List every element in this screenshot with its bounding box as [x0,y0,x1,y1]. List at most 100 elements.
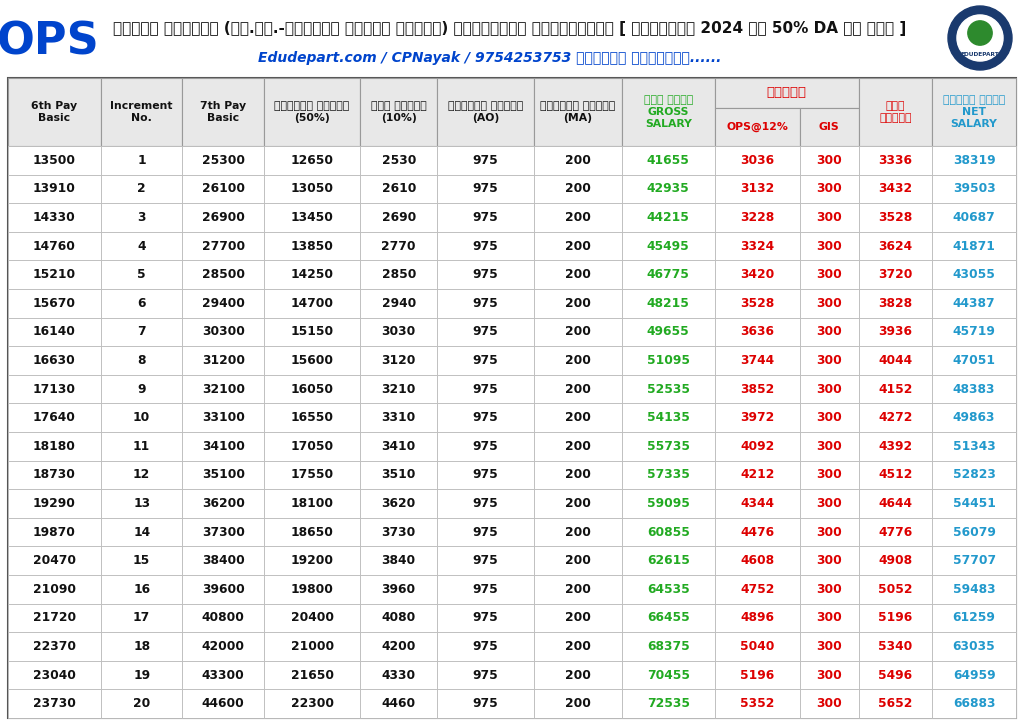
Text: 59483: 59483 [952,583,995,596]
Text: 4272: 4272 [879,411,912,424]
Bar [858,203,932,232]
Text: 300: 300 [816,268,842,281]
Bar [437,174,534,203]
Bar [360,289,437,318]
Text: 61259: 61259 [952,611,995,624]
Text: 22370: 22370 [33,640,76,653]
Text: 13050: 13050 [291,182,334,195]
Text: 3432: 3432 [879,182,912,195]
Bar [800,547,858,575]
Text: 38400: 38400 [202,554,245,567]
Text: 300: 300 [816,411,842,424]
Text: 15210: 15210 [33,268,76,281]
Bar [800,146,858,174]
Bar [858,375,932,403]
Text: 975: 975 [472,611,499,624]
Text: 19200: 19200 [291,554,334,567]
Bar [264,78,360,146]
Bar [534,689,622,718]
Text: 15150: 15150 [291,325,334,338]
Bar [101,489,182,518]
Text: 49863: 49863 [953,411,995,424]
Bar [101,661,182,689]
Bar [534,432,622,460]
Text: 200: 200 [565,497,591,510]
Bar [858,575,932,604]
Bar [932,460,1016,489]
Text: 42935: 42935 [647,182,690,195]
Text: 45719: 45719 [952,325,995,338]
Bar [8,146,101,174]
Text: 26900: 26900 [202,211,245,224]
Bar [264,604,360,632]
Bar [932,78,1016,146]
Bar [437,575,534,604]
Bar [8,375,101,403]
Bar [715,261,800,289]
Text: 3420: 3420 [740,268,774,281]
Text: 300: 300 [816,640,842,653]
Text: 4152: 4152 [879,382,912,395]
Bar [932,375,1016,403]
Text: 200: 200 [565,325,591,338]
Bar [534,146,622,174]
Text: 66455: 66455 [647,611,690,624]
Text: 56079: 56079 [952,526,995,539]
Bar [437,432,534,460]
Bar [622,403,715,432]
Bar [8,203,101,232]
Text: 5340: 5340 [879,640,912,653]
Text: 13910: 13910 [33,182,76,195]
Bar [622,174,715,203]
Bar [360,203,437,232]
Bar [622,289,715,318]
Text: 57335: 57335 [647,468,690,481]
Bar [622,318,715,346]
Text: 2770: 2770 [382,240,416,253]
Text: 3960: 3960 [382,583,416,596]
Bar [800,489,858,518]
Text: 57707: 57707 [952,554,995,567]
Text: 3120: 3120 [382,354,416,367]
Text: 300: 300 [816,468,842,481]
Text: 3210: 3210 [382,382,416,395]
Bar [932,432,1016,460]
Bar [932,261,1016,289]
Bar [264,261,360,289]
Bar [715,575,800,604]
Bar [534,174,622,203]
Bar [800,518,858,547]
Text: 975: 975 [472,668,499,681]
Bar [858,174,932,203]
Bar [437,318,534,346]
Text: 63035: 63035 [952,640,995,653]
Bar [264,146,360,174]
Bar [360,661,437,689]
Bar [858,232,932,261]
Text: सहायक शिक्षक (एल.बी.-संवर्ग नगरीय निकाय) सिविलियन वेतनचार्ट [ अक्टूबर 2024 से 50: सहायक शिक्षक (एल.बी.-संवर्ग नगरीय निकाय)… [114,20,906,35]
Bar [800,108,858,146]
Text: 300: 300 [816,583,842,596]
Bar [715,661,800,689]
Text: 21720: 21720 [33,611,76,624]
Bar [182,375,264,403]
Text: 6th Pay
Basic: 6th Pay Basic [32,101,78,123]
Text: 14250: 14250 [291,268,334,281]
Bar [622,661,715,689]
Text: 300: 300 [816,554,842,567]
Text: 18100: 18100 [291,497,334,510]
Bar [622,146,715,174]
Bar [622,78,715,146]
Text: 200: 200 [565,153,591,167]
Bar [858,689,932,718]
Text: 2610: 2610 [382,182,416,195]
Bar [800,232,858,261]
Text: शुद्ध वेतन
NET
SALARY: शुद्ध वेतन NET SALARY [943,95,1006,130]
Bar [622,689,715,718]
Text: 19290: 19290 [33,497,76,510]
Bar [437,346,534,375]
Bar [437,689,534,718]
Bar [534,632,622,661]
Text: 975: 975 [472,297,499,310]
Bar [800,203,858,232]
